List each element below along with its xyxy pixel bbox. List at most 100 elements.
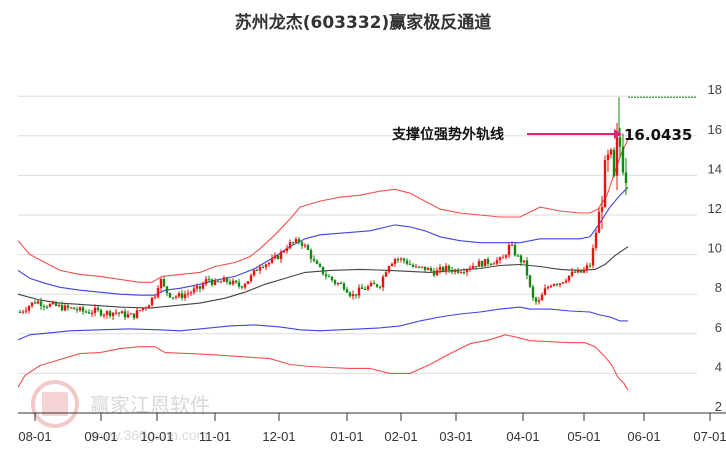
- candle-body: [591, 247, 595, 266]
- candle-body: [18, 312, 22, 314]
- candle-body: [57, 304, 61, 306]
- candle-body: [222, 277, 226, 282]
- candle-body: [234, 280, 238, 283]
- candle-body: [390, 263, 394, 267]
- candle-body: [477, 261, 481, 267]
- gridlines: [18, 95, 697, 374]
- candle-body: [378, 286, 382, 288]
- candle-body: [453, 269, 457, 273]
- candle-body: [534, 297, 538, 302]
- x-tick-label: 06-01: [627, 429, 660, 444]
- candle-body: [90, 312, 94, 314]
- series-upper_outer: [17, 139, 629, 283]
- candle-body: [93, 307, 97, 313]
- candle-body: [69, 307, 73, 309]
- x-tick-label: 10-01: [140, 429, 173, 444]
- candle-body: [393, 259, 397, 264]
- candle-body: [459, 272, 463, 274]
- candle-body: [255, 270, 259, 272]
- candle-body: [72, 307, 76, 310]
- candle-body: [507, 244, 511, 256]
- candle-body: [405, 260, 409, 264]
- candle-body: [273, 255, 277, 259]
- candle-body: [492, 263, 496, 265]
- candle-body: [132, 313, 136, 319]
- candle-body: [372, 282, 376, 285]
- candle-body: [582, 269, 586, 273]
- candle-body: [150, 297, 154, 306]
- y-tick-label: 6: [715, 320, 722, 335]
- candle-body: [387, 266, 391, 273]
- series-lines: [17, 139, 629, 391]
- candle-body: [252, 270, 256, 276]
- candle-body: [327, 276, 331, 278]
- candle-body: [261, 267, 265, 269]
- y-tick-label: 4: [715, 359, 722, 374]
- candle-body: [78, 307, 82, 311]
- candle-body: [54, 302, 58, 306]
- candle-body: [135, 310, 139, 319]
- candle-body: [210, 279, 214, 285]
- candle-body: [432, 270, 436, 276]
- candle-body: [540, 294, 544, 301]
- candle-body: [105, 311, 109, 315]
- candle-body: [462, 272, 466, 274]
- candle-body: [366, 286, 370, 290]
- candle-body: [612, 149, 616, 176]
- y-tick-label: 12: [708, 201, 722, 216]
- candle-body: [156, 288, 160, 297]
- candle-body: [351, 294, 355, 297]
- candle-body: [342, 283, 346, 290]
- candle-body: [186, 293, 190, 295]
- candle-body: [153, 296, 157, 298]
- candle-body: [192, 288, 196, 293]
- candle-body: [120, 311, 124, 314]
- candle-body: [435, 270, 439, 276]
- candle-body: [597, 211, 601, 233]
- watermark-seal-icon: [31, 380, 79, 428]
- candle-body: [333, 280, 337, 284]
- candle-body: [528, 275, 532, 287]
- candle-body: [99, 309, 103, 316]
- y-axis-ticks: 2 4 6 8 10 12 14 16 18: [708, 82, 722, 414]
- candle-body: [165, 286, 169, 293]
- x-tick-label: 08-01: [18, 429, 51, 444]
- candle-body: [306, 245, 310, 250]
- candle-body: [159, 279, 163, 289]
- candle-body: [363, 288, 367, 290]
- candle-body: [336, 283, 340, 285]
- candle-body: [495, 260, 499, 264]
- candle-body: [207, 279, 211, 281]
- candle-body: [42, 306, 46, 308]
- series-middle: [17, 246, 629, 309]
- candle-body: [603, 160, 607, 208]
- x-tick-label: 03-01: [439, 429, 472, 444]
- candle-body: [402, 258, 406, 261]
- candle-body: [126, 314, 130, 318]
- candle-body: [267, 262, 271, 265]
- candle-body: [174, 296, 178, 298]
- y-tick-label: 16: [708, 122, 722, 137]
- x-tick-label: 05-01: [567, 429, 600, 444]
- candle-body: [138, 310, 142, 312]
- candle-body: [573, 271, 577, 273]
- candlesticks: [18, 97, 628, 321]
- candle-body: [195, 286, 199, 289]
- candle-body: [345, 289, 349, 293]
- candle-body: [285, 248, 289, 252]
- candle-body: [420, 266, 424, 268]
- candle-body: [84, 311, 88, 313]
- chart-title: 苏州龙杰(603332)赢家极反通道: [234, 13, 492, 33]
- candle-body: [75, 309, 79, 311]
- candle-body: [450, 269, 454, 273]
- series-upper_inner: [17, 186, 629, 296]
- candle-body: [117, 312, 121, 314]
- candle-body: [177, 293, 181, 297]
- candle-body: [483, 259, 487, 267]
- candle-body: [471, 266, 475, 269]
- candle-body: [561, 282, 565, 284]
- candle-body: [225, 277, 229, 282]
- series-lower_inner: [17, 306, 628, 341]
- candle-body: [48, 303, 52, 307]
- candle-body: [609, 149, 613, 155]
